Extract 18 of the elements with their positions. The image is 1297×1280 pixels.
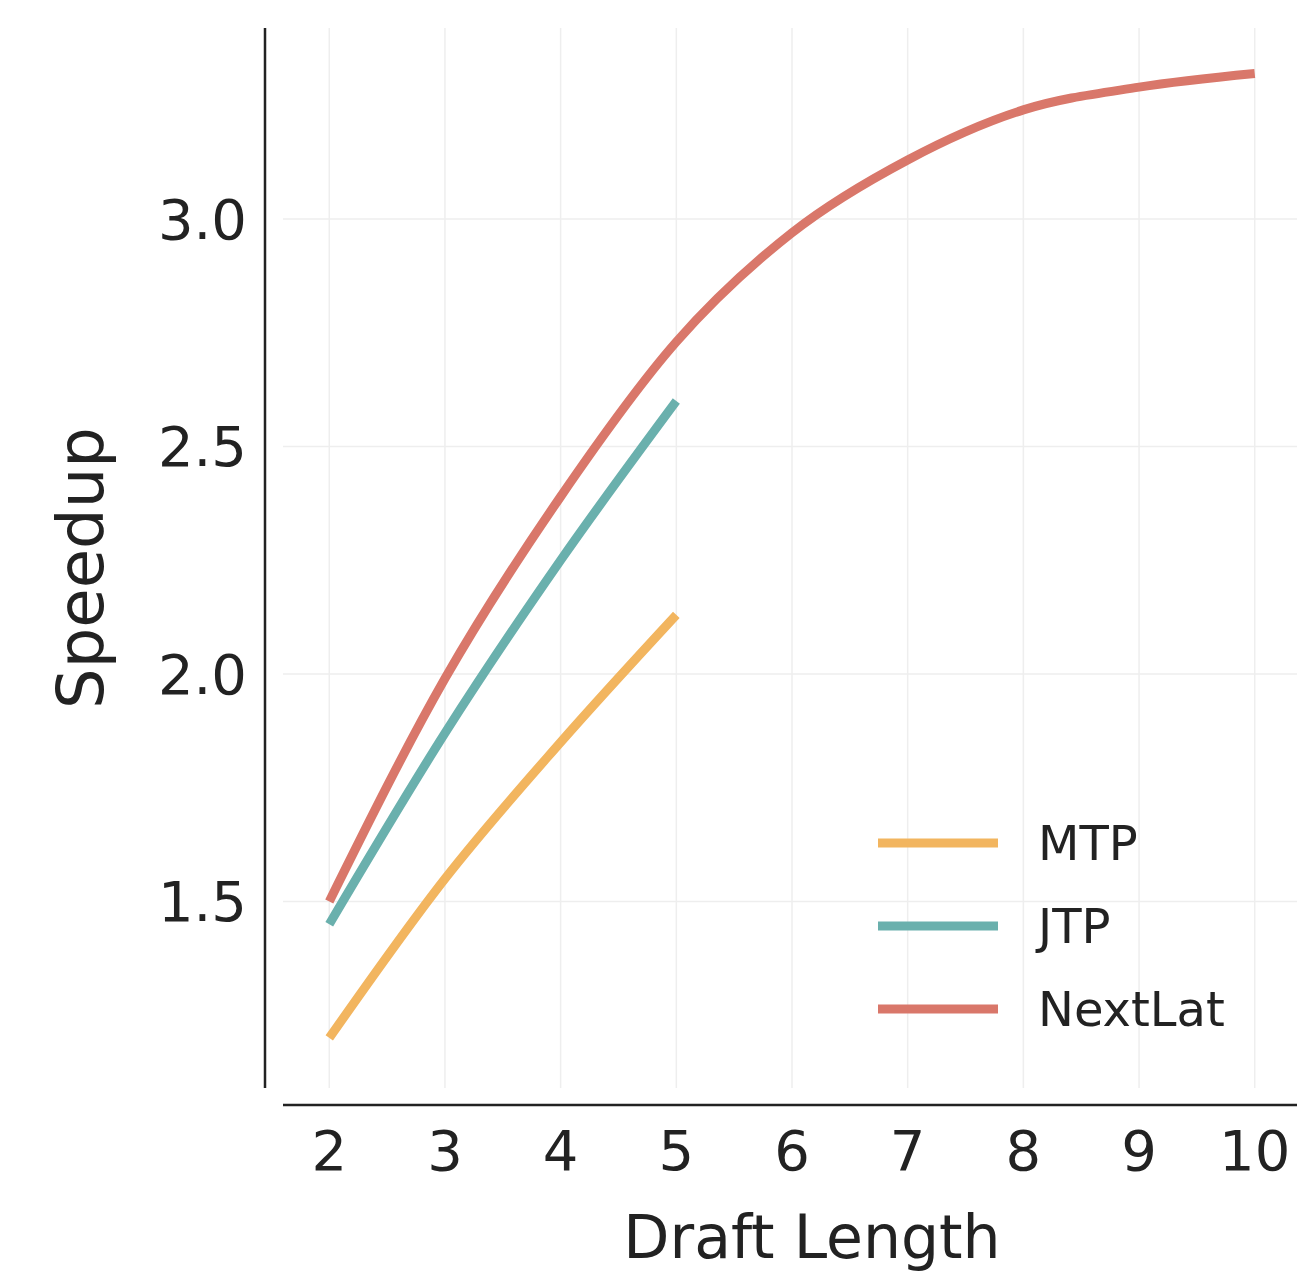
y-tick-label: 1.5 [157, 868, 247, 934]
y-tick-label: 2.5 [157, 414, 247, 480]
legend-label: NextLat [1038, 981, 1225, 1037]
x-tick-label: 10 [1219, 1118, 1291, 1183]
x-tick-label: 4 [542, 1118, 579, 1183]
y-tick-label: 2.0 [157, 641, 247, 707]
y-axis-title: Speedup [44, 427, 118, 709]
x-tick-label: 8 [1005, 1118, 1042, 1183]
x-tick-label: 2 [311, 1118, 348, 1183]
x-tick-label: 9 [1121, 1118, 1157, 1183]
x-axis-title: Draft Length [623, 1202, 1001, 1272]
legend-label: MTP [1038, 815, 1138, 871]
legend-label: JTP [1035, 898, 1111, 954]
x-tick-label: 5 [658, 1118, 695, 1183]
x-tick-label: 3 [427, 1118, 463, 1183]
x-tick-label: 6 [774, 1118, 810, 1183]
x-tick-label: 7 [889, 1118, 926, 1183]
y-tick-label: 3.0 [157, 186, 247, 252]
